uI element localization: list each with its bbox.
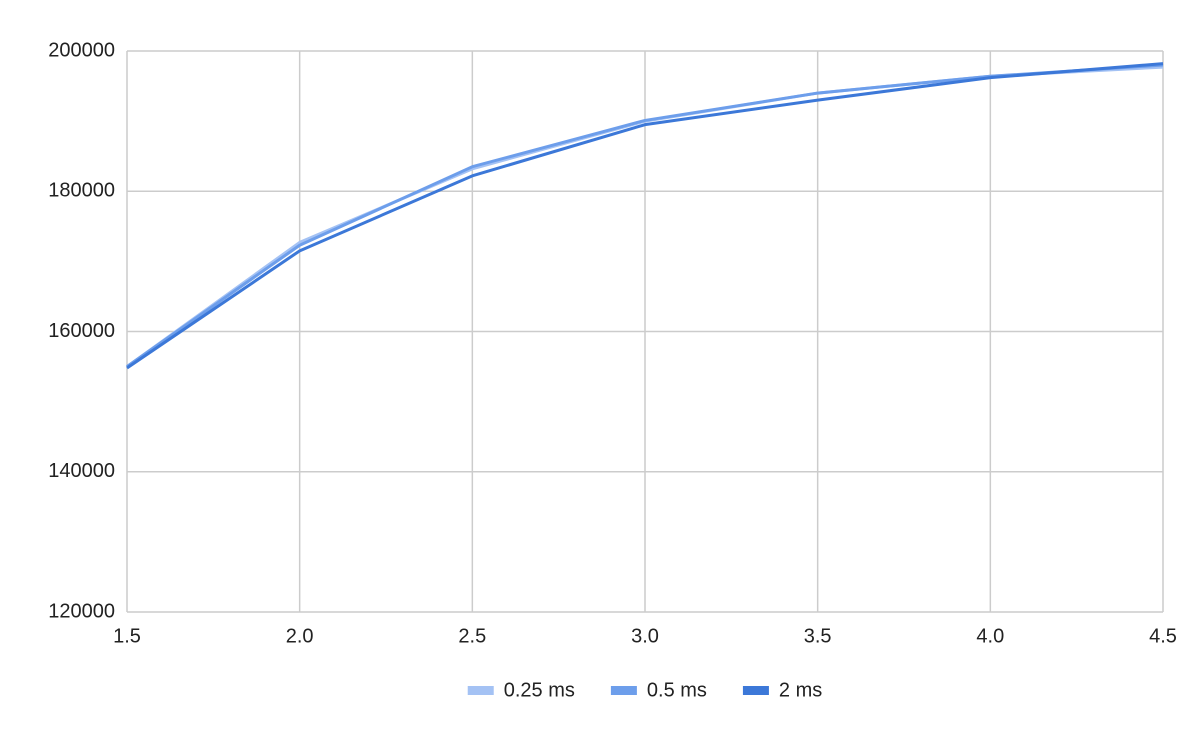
series-line: [126, 62, 1164, 370]
y-tick-label: 140000: [48, 460, 115, 482]
legend-swatch: [467, 686, 494, 695]
y-tick-label: 160000: [48, 320, 115, 342]
legend-label: 0.25 ms: [504, 679, 575, 701]
x-tick-label: 2.0: [286, 625, 314, 647]
legend-label: 2 ms: [779, 679, 822, 701]
legend-label: 0.5 ms: [647, 679, 707, 701]
x-tick-label: 1.5: [113, 625, 141, 647]
x-tick-label: 2.5: [458, 625, 486, 647]
y-tick-label: 180000: [48, 180, 115, 202]
y-tick-label: 200000: [48, 39, 115, 61]
legend-swatch: [610, 686, 637, 695]
y-tick-label: 120000: [48, 600, 115, 622]
x-tick-label: 3.5: [804, 625, 832, 647]
legend-swatch: [742, 686, 769, 695]
x-tick-label: 4.5: [1149, 625, 1177, 647]
x-tick-label: 3.0: [631, 625, 659, 647]
x-tick-label: 4.0: [976, 625, 1004, 647]
